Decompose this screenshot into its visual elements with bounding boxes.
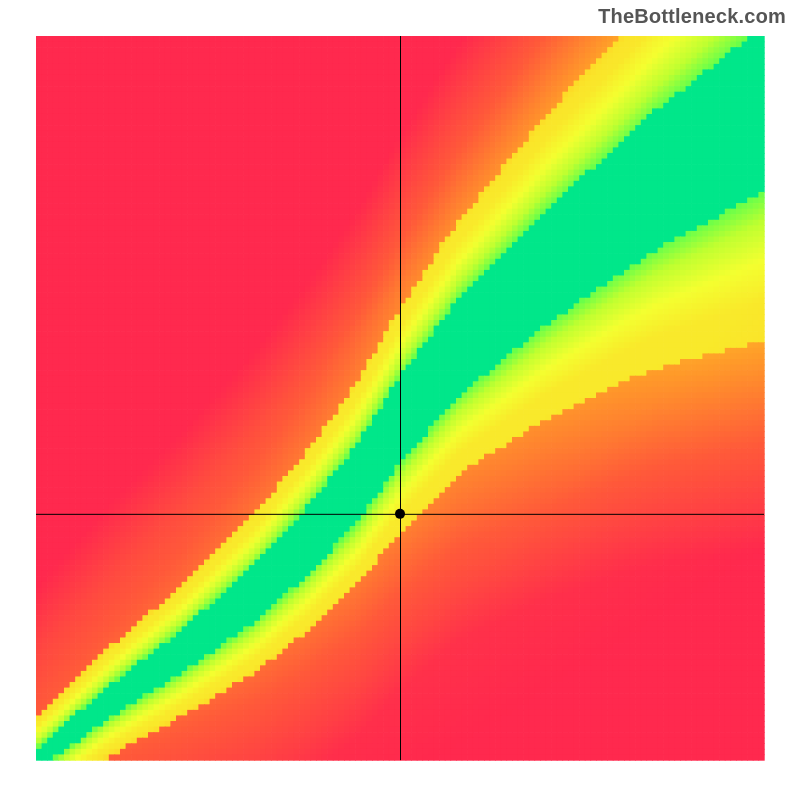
bottleneck-heatmap [0,0,800,800]
watermark-text: TheBottleneck.com [598,6,786,29]
